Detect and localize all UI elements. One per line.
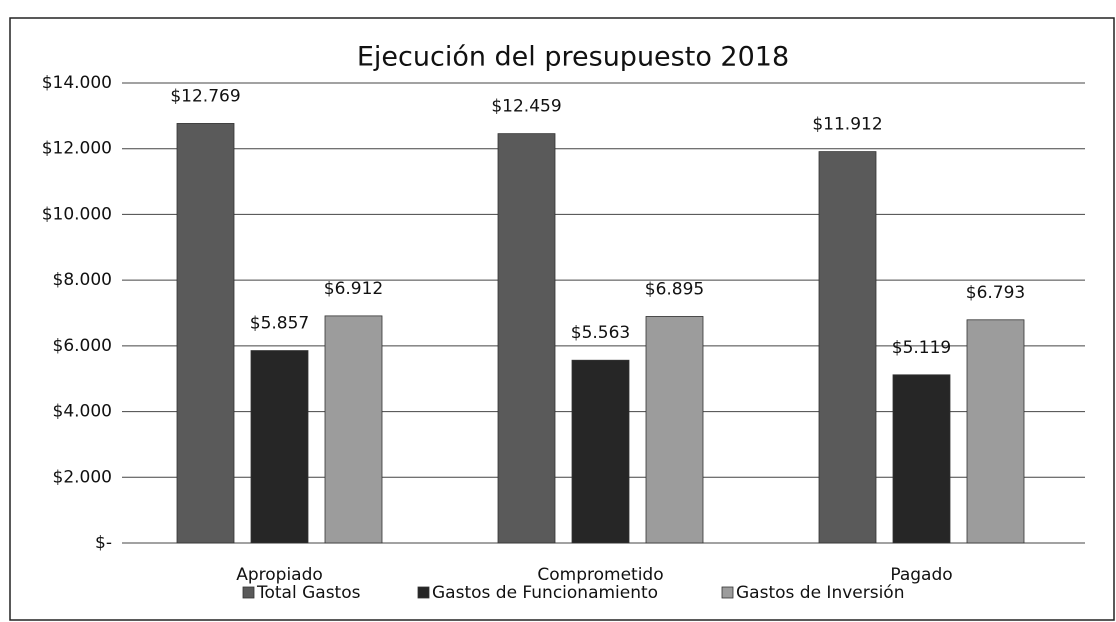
y-tick-label: $12.000 [42, 139, 112, 159]
bar [497, 133, 556, 544]
x-tick-label: Comprometido [537, 565, 663, 585]
value-label: $6.895 [645, 279, 704, 299]
legend-swatch [721, 586, 734, 599]
y-tick-label: $6.000 [53, 336, 112, 356]
y-tick-label: $8.000 [53, 270, 112, 290]
bar [966, 319, 1025, 544]
legend-label: Gastos de Inversión [736, 583, 904, 603]
bar [892, 374, 951, 544]
y-tick-label: $14.000 [42, 73, 112, 93]
value-label: $11.912 [812, 115, 882, 135]
chart-frame [9, 17, 1115, 621]
y-tick-label: $4.000 [53, 402, 112, 422]
value-label: $5.119 [892, 338, 951, 358]
legend-label: Total Gastos [256, 583, 361, 603]
legend-swatch [417, 586, 430, 599]
y-tick-label: $- [95, 533, 112, 553]
bar [250, 350, 309, 544]
legend-swatch [242, 586, 255, 599]
bar [176, 123, 235, 544]
x-tick-label: Apropiado [236, 565, 323, 585]
bar [818, 151, 877, 544]
bar [571, 359, 630, 544]
y-tick-label: $2.000 [53, 467, 112, 487]
chart-title: Ejecución del presupuesto 2018 [357, 42, 789, 73]
bar [324, 315, 383, 544]
value-label: $6.912 [324, 279, 383, 299]
value-label: $5.857 [250, 314, 309, 334]
y-tick-label: $10.000 [42, 204, 112, 224]
value-label: $5.563 [571, 323, 630, 343]
bar [645, 316, 704, 544]
value-label: $6.793 [966, 283, 1025, 303]
value-label: $12.459 [491, 97, 561, 117]
value-label: $12.769 [170, 86, 240, 106]
x-tick-label: Pagado [890, 565, 952, 585]
legend-label: Gastos de Funcionamiento [432, 583, 658, 603]
